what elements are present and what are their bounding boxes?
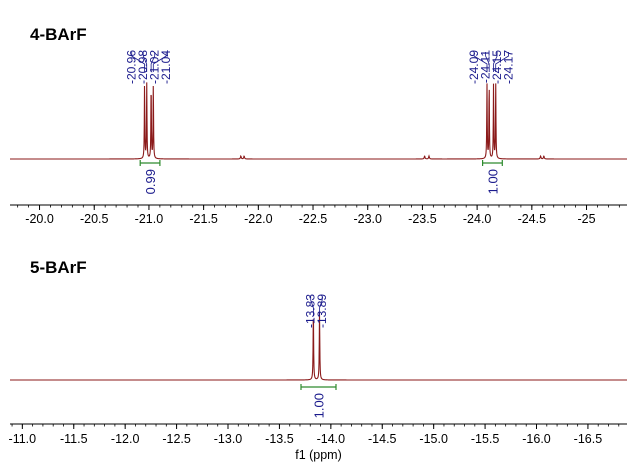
peak-label: -24.17 <box>502 50 516 84</box>
x-axis-tick-label: -20.0 <box>25 212 54 226</box>
peak-leader-line <box>150 52 156 72</box>
peak-leader-line <box>131 52 145 72</box>
integral-bracket <box>300 384 337 390</box>
x-axis-tick-label: -22.5 <box>299 212 328 226</box>
x-axis-tick-label: -22.0 <box>244 212 273 226</box>
peak-leader-line <box>319 296 323 316</box>
nmr-panel-5-barf: 5-BArF -13.83-13.89 1.00 -11.0 -11.5 -12.0 -12… <box>9 258 627 462</box>
x-axis-label: f1 (ppm) <box>295 448 342 462</box>
x-axis-tick-label: -23.5 <box>408 212 437 226</box>
x-axis-tick-label: -11.0 <box>9 432 37 446</box>
peak-leader-line <box>493 52 498 72</box>
integral-bracket <box>139 160 161 166</box>
x-axis-tick-label: -16.0 <box>522 432 551 446</box>
peak-leader-line <box>473 52 488 72</box>
x-axis-tick-label: -21.0 <box>135 212 164 226</box>
x-axis-tick-label: -11.5 <box>60 432 88 446</box>
peak-label: -21.02 <box>148 50 162 84</box>
peak-label: -13.89 <box>315 294 329 328</box>
x-axis-tick-label: -24.0 <box>463 212 492 226</box>
x-axis-tick-label: -15.0 <box>419 432 448 446</box>
x-axis-tick-label: -24.5 <box>518 212 547 226</box>
x-axis-tick-label: -14.0 <box>317 432 346 446</box>
x-axis-tick-label: -12.0 <box>111 432 140 446</box>
x-axis-tick-label: -14.5 <box>368 432 397 446</box>
integral-value: 1.00 <box>312 393 327 418</box>
x-axis-tick-label: -15.5 <box>471 432 500 446</box>
x-axis-tick-label: -12.5 <box>162 432 191 446</box>
peak-leader-line <box>485 52 490 72</box>
peak-label: -20.98 <box>136 50 150 84</box>
peak-label: -20.96 <box>125 50 139 84</box>
x-axis-tick-label: -13.0 <box>214 432 243 446</box>
peak-label: -13.83 <box>304 294 318 328</box>
peak-label: -21.04 <box>159 50 173 84</box>
integral-value: 1.00 <box>485 169 500 194</box>
spectrum-trace <box>10 312 627 381</box>
peak-leader-line <box>142 52 148 72</box>
x-axis-tick-label: -13.5 <box>265 432 294 446</box>
x-axis-tick-label: -21.5 <box>189 212 218 226</box>
sample-label: 5-BArF <box>30 258 87 277</box>
peak-leader-line <box>495 52 509 72</box>
peak-label: -24.11 <box>479 50 493 83</box>
peak-leader-line <box>310 296 314 316</box>
x-axis-tick-label: -25 <box>577 212 595 226</box>
x-axis-tick-label: -20.5 <box>80 212 109 226</box>
peak-label: -24.09 <box>467 50 481 84</box>
nmr-panel-4-barf: 4-BArF-20.96-20.98-21.02-21.04 -24.09-24.… <box>10 25 627 226</box>
x-axis-tick-label: -23.0 <box>353 212 382 226</box>
sample-label: 4-BArF <box>30 25 87 44</box>
integral-value: 0.99 <box>143 169 158 194</box>
spectrum-trace <box>10 82 627 160</box>
x-axis-tick-label: -16.5 <box>574 432 603 446</box>
peak-leader-line <box>152 52 167 72</box>
integral-bracket <box>482 160 503 166</box>
peak-label: -24.15 <box>490 50 504 84</box>
